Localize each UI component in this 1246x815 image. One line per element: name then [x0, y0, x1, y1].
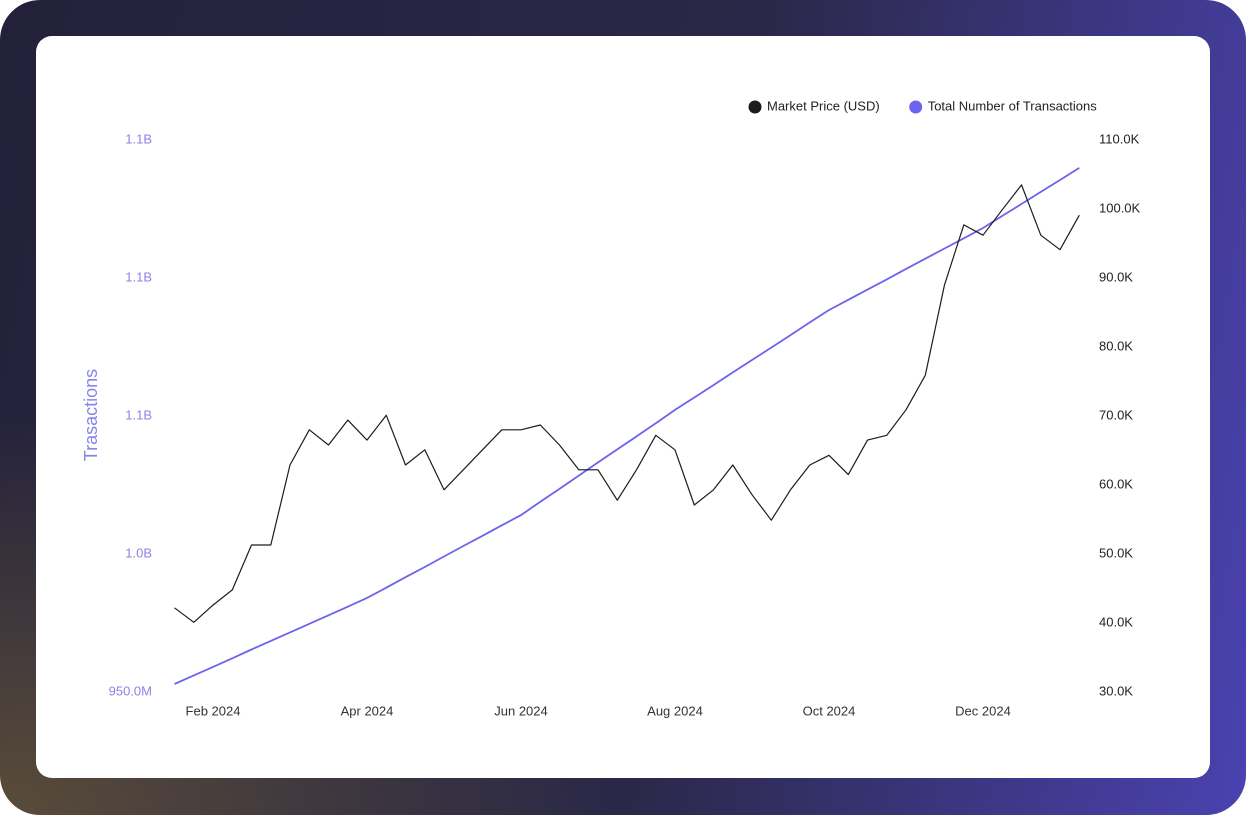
x-tick-label: Apr 2024: [341, 703, 394, 718]
legend-marker: [909, 100, 923, 114]
y2-tick-label: 50.0K: [1099, 545, 1133, 560]
card: [36, 36, 1210, 778]
legend-marker: [748, 100, 762, 114]
y2-tick-label: 30.0K: [1099, 683, 1133, 698]
y-tick-label: 1.1B: [125, 131, 152, 146]
x-tick-label: Oct 2024: [803, 703, 856, 718]
y2-tick-label: 60.0K: [1099, 476, 1133, 491]
y2-tick-label: 100.0K: [1099, 200, 1141, 215]
x-tick-label: Dec 2024: [955, 703, 1011, 718]
y2-tick-label: 70.0K: [1099, 407, 1133, 422]
y2-tick-label: 40.0K: [1099, 614, 1133, 629]
series-line: [174, 167, 1080, 685]
series-line: [174, 184, 1080, 623]
y2-tick-label: 110.0K: [1099, 131, 1140, 146]
y2-tick-label: 90.0K: [1099, 269, 1133, 284]
x-tick-label: Aug 2024: [647, 703, 703, 718]
legend-label: Total Number of Transactions: [928, 98, 1098, 113]
y-tick-label: 1.0B: [125, 545, 152, 560]
x-tick-label: Jun 2024: [494, 703, 548, 718]
y-tick-label: 1.1B: [125, 407, 152, 422]
y-tick-label: 1.1B: [125, 269, 152, 284]
y-axis-label: Trasactions: [81, 369, 101, 461]
y-tick-label: 950.0M: [109, 683, 152, 698]
x-tick-label: Feb 2024: [186, 703, 241, 718]
legend-label: Market Price (USD): [767, 98, 880, 113]
y2-tick-label: 80.0K: [1099, 338, 1133, 353]
